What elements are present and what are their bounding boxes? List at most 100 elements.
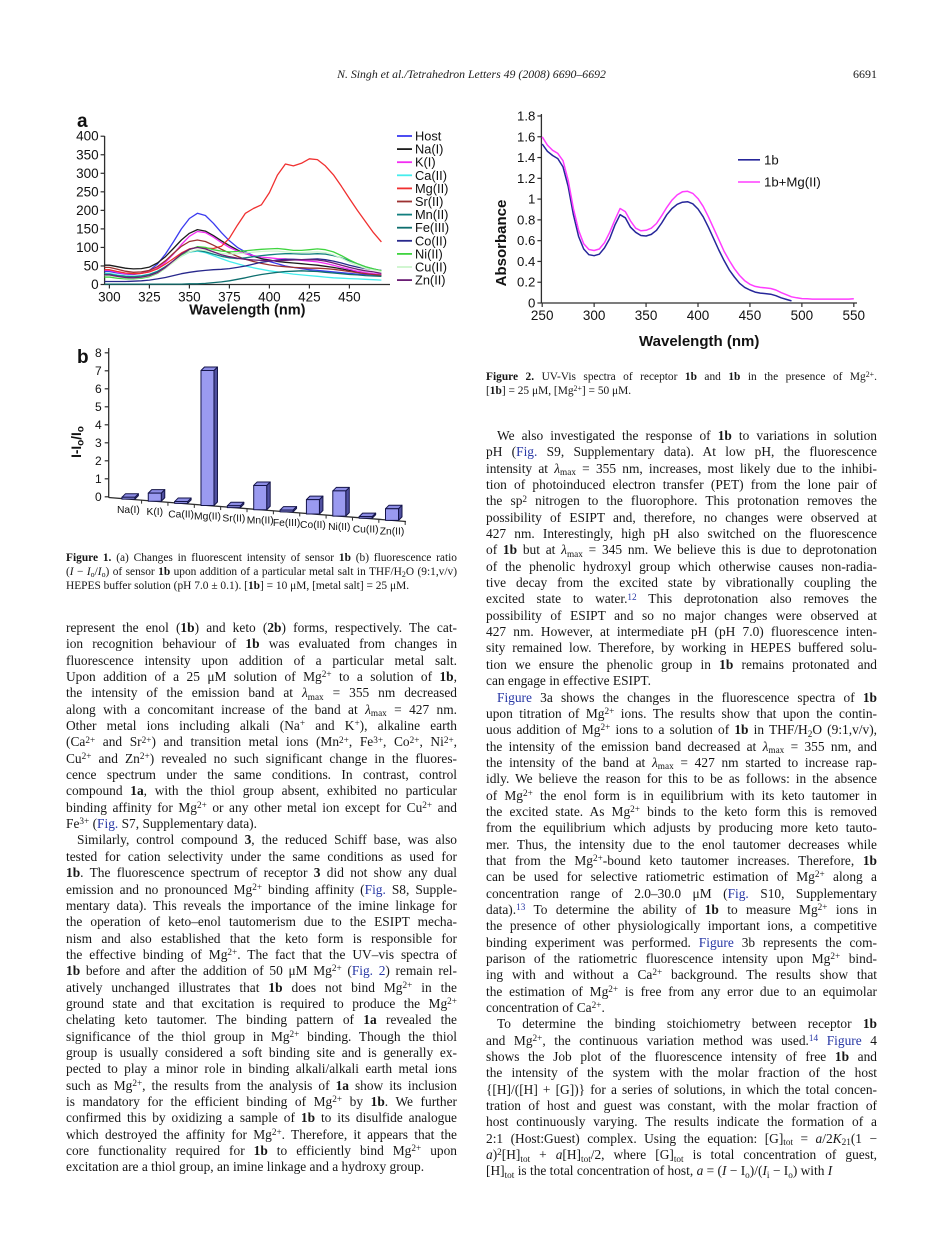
y-tick-label: 1.6: [517, 129, 535, 144]
category-label-K(I): K(I): [146, 507, 163, 518]
series-Mg(II): [104, 158, 382, 275]
left-text-p2-line14: group is usually considered a soft bindi…: [66, 1044, 457, 1060]
bar-front-face: [279, 509, 294, 513]
left-text-p2-line9: 1b before and after the addition of 50 μ…: [66, 963, 457, 979]
bar-top-face: [147, 489, 166, 494]
right-text-p1-line5: the sp2 nitrogen to the fluorophore. Thi…: [486, 493, 877, 509]
fig1-caption-p1-line3: HEPES buffer solution (pH 7.0 ± 0.1). [1…: [66, 579, 410, 592]
category-label-Mg(II): Mg(II): [194, 511, 221, 522]
legend-label-1b: 1b: [764, 152, 779, 167]
citation-link[interactable]: 12: [627, 591, 637, 602]
left-text-p1-line4: Upon addition of a 25 μM solution of Mg2…: [66, 669, 457, 685]
fig1-caption-p1-line1: Figure 1. (a) Changes in fluorescent int…: [66, 552, 457, 564]
right-text-p1-line6: possibility of ESIPT and, therefore, no …: [486, 509, 877, 525]
right-text-p2-line11: that from the Mg2+-bound keto tautomer i…: [486, 852, 877, 868]
x-tick-label: 300: [583, 308, 606, 323]
legend-label-Mn(II): Mn(II): [415, 207, 448, 222]
citation-link[interactable]: 14: [808, 1032, 819, 1043]
body-column-left: represent the enol (1b) and keto (2b) fo…: [66, 620, 457, 1176]
left-text-p2-line1: Similarly, control compound 3, the reduc…: [77, 832, 458, 848]
bar-top-face: [332, 486, 350, 492]
y-tick-label: 50: [84, 258, 99, 273]
page-number: 6691: [853, 67, 877, 81]
citation-link[interactable]: Figure: [497, 689, 532, 705]
y-tick-label: 1.8: [517, 108, 535, 123]
bar-front-face: [385, 508, 399, 521]
left-text-p2-line3: 1b. The fluorescence spectrum of recepto…: [66, 865, 457, 881]
bar-top-face: [121, 493, 139, 498]
left-text-p2-line7: nism and also established that the keto …: [66, 930, 457, 946]
x-tick-label: 450: [338, 290, 361, 305]
left-text-p2-line6: the operation of keto–enol tautomerism d…: [66, 914, 457, 930]
y-axis-title: I-Io/Io: [69, 426, 87, 458]
left-text-p2-line13: significance of the thiol group in Mg2+ …: [66, 1028, 457, 1044]
x-tick-label: 250: [531, 308, 554, 323]
bar-side-face: [213, 366, 218, 506]
citation-link[interactable]: Figure: [826, 1032, 862, 1048]
legend-label-Zn(II): Zn(II): [415, 273, 446, 288]
left-text-p1-line6: along with a concomitant increase of the…: [66, 701, 457, 719]
x-tick-label: 550: [843, 308, 866, 323]
right-text-p1-line9: of the phenolic hydroxyl group which oth…: [486, 558, 877, 574]
right-text-p2-line20: concentration of Ca2+.: [486, 1000, 605, 1016]
y-tick-label: 0: [91, 277, 99, 292]
right-text-p3-line4: the intensity of the system with the mol…: [486, 1065, 877, 1081]
left-text-p2-line5: mentary data). This reveals the importan…: [66, 897, 457, 913]
left-text-p1-line2: ion recognition behaviour of 1b was eval…: [66, 636, 458, 652]
x-tick-label: 400: [258, 290, 281, 305]
citation-link[interactable]: Figure: [698, 934, 734, 950]
citation-link[interactable]: Fig.: [97, 816, 119, 832]
right-text-p2-line16: binding experiment was performed. Figure…: [486, 934, 878, 950]
y-tick-label: 0: [95, 490, 102, 504]
bar-front-face: [305, 499, 320, 515]
left-text-p1-line8: (Ca2+ and Sr2+) and transition metal ion…: [66, 734, 458, 750]
legend-label-Fe(III): Fe(III): [415, 220, 449, 235]
series-Ni(II): [104, 246, 382, 280]
x-tick-label: 450: [739, 308, 762, 323]
left-text-p2-line12: chelating keto tautomer. The binding pat…: [66, 1012, 457, 1028]
left-text-p2-line19: which destroyed the affinity for Mg2+. T…: [66, 1126, 457, 1142]
bar-Co(II): [305, 495, 324, 515]
right-text-p3-line8: 2:1 (Host:Guest) complex. Using the equa…: [486, 1130, 877, 1148]
citation-link[interactable]: Fig.: [727, 885, 749, 901]
legend-label-Na(I): Na(I): [415, 142, 443, 157]
category-label-Sr(II): Sr(II): [222, 514, 245, 525]
citation-link[interactable]: Fig.: [364, 881, 386, 897]
legend-label-K(I): K(I): [415, 155, 436, 170]
figure1a-line-chart: a 0 50 100 150 200 250 300 350 400 300 325 350 375 400…: [76, 111, 449, 319]
right-text-p1-line7: 427 nm. Interestingly, high pH also swit…: [486, 526, 877, 542]
bar-Sr(II): [226, 501, 245, 509]
right-text-p1-line10: tive decay from the excited state by vib…: [486, 575, 877, 591]
right-text-p3-line10: [H]tot is the total concentration of hos…: [486, 1163, 833, 1181]
left-text-p2-line2: tested for cation selectivity under the …: [66, 848, 457, 864]
bar-Mn(II): [253, 481, 271, 511]
bar-side-face: [266, 481, 271, 511]
y-tick-label: 300: [76, 166, 99, 181]
right-text-p3-line1: To determine the binding stoichiometry b…: [497, 1016, 877, 1032]
category-label-Ni(II): Ni(II): [328, 522, 350, 533]
citation-link[interactable]: Fig.: [516, 444, 538, 460]
right-text-p2-line7: of Mg2+ the enol form is in equilibrium …: [486, 787, 877, 803]
left-text-p2-line8: the effective binding of Mg2+. The fact …: [66, 946, 457, 962]
series-1b+Mg(II): [541, 136, 854, 300]
legend-label-1b+Mg(II): 1b+Mg(II): [764, 175, 821, 190]
y-tick-label: 200: [76, 203, 99, 218]
x-tick-label: 500: [791, 308, 814, 323]
y-tick-label: 0.4: [517, 254, 535, 269]
y-axis-title: Absorbance: [493, 200, 510, 287]
fig1a-panel-label: a: [77, 111, 88, 132]
right-text-p2-line10: mer. Thus, the intensity due to the enol…: [486, 836, 877, 852]
right-text-p2-line1: Figure 3a shows the changes in the fluor…: [497, 689, 877, 705]
y-tick-label: 5: [95, 400, 102, 414]
right-text-p2-line13: concentration range of 2.0–30.0 μM (Fig.…: [486, 885, 877, 901]
left-text-p2-line11: ground state and that excitation is requ…: [66, 995, 457, 1011]
bar-top-face: [253, 481, 271, 486]
bar-top-face: [358, 512, 377, 518]
citation-link[interactable]: 13: [516, 902, 526, 913]
left-text-p2-line21: excitation are a thiol group, an imine l…: [66, 1159, 425, 1175]
x-tick-label: 325: [138, 290, 161, 305]
y-tick-label: 6: [95, 382, 102, 396]
y-tick-label: 4: [95, 418, 102, 432]
citation-link[interactable]: Fig. 2: [351, 963, 386, 979]
x-tick-label: 300: [98, 290, 121, 305]
